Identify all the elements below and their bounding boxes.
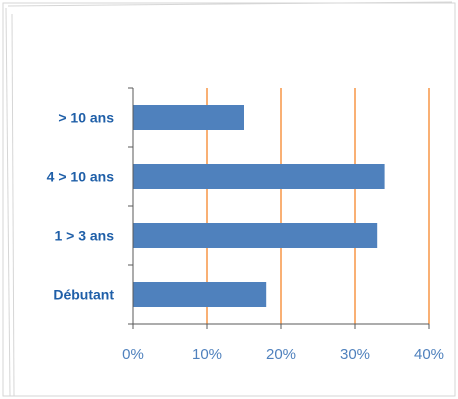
axes xyxy=(128,87,430,329)
bar-0 xyxy=(133,105,244,130)
bar-3 xyxy=(133,282,267,307)
x-tick-label-3: 30% xyxy=(340,346,370,363)
category-label-2: 1 > 3 ans xyxy=(54,228,114,244)
x-tick-label-2: 20% xyxy=(266,346,296,363)
x-tick-label-0: 0% xyxy=(122,346,144,363)
category-labels: > 10 ans 4 > 10 ans 1 > 3 ans Débutant xyxy=(47,110,115,303)
category-label-3: Débutant xyxy=(53,287,114,303)
x-tick-label-1: 10% xyxy=(192,346,222,363)
bar-1 xyxy=(133,164,385,189)
x-tick-label-4: 40% xyxy=(414,346,444,363)
bar-2 xyxy=(133,223,378,248)
category-label-0: > 10 ans xyxy=(58,110,114,126)
bars xyxy=(133,105,385,307)
category-label-1: 4 > 10 ans xyxy=(47,169,115,185)
x-tick-labels: 0% 10% 20% 30% 40% xyxy=(122,346,444,363)
